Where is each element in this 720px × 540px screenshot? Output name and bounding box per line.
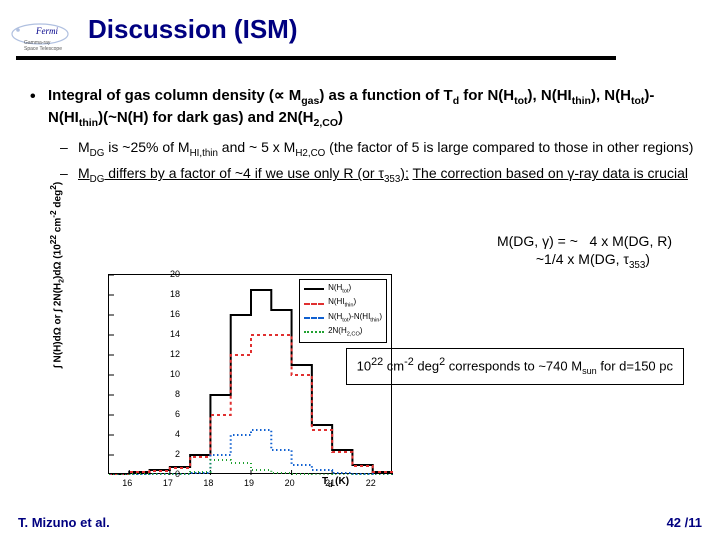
legend-row: 2N(H2,CO) — [304, 325, 382, 339]
sub-bullets: MDG is ~25% of MHI,thin and ~ 5 x MH2,CO… — [78, 138, 696, 190]
xtick-label: 21 — [325, 478, 335, 488]
mdg-equation: M(DG, γ) = ~ 4 x M(DG, R) ~1/4 x M(DG, τ… — [497, 232, 672, 273]
fermi-logo: Fermi Gamma-raySpace Telescope — [10, 8, 82, 56]
ytick-label: 12 — [92, 349, 180, 359]
ytick-label: 8 — [92, 389, 180, 399]
legend-row: N(HIthin) — [304, 296, 382, 310]
ytick-label: 4 — [92, 429, 180, 439]
xtick-label: 17 — [163, 478, 173, 488]
histogram-chart: ∫ N(H)dΩ or ∫ 2N(H2)dΩ (1022 cm-2 deg2) … — [56, 268, 416, 508]
slide-title: Discussion (ISM) — [88, 14, 297, 45]
xtick-label: 20 — [285, 478, 295, 488]
content: Integral of gas column density (∝ Mgas) … — [0, 56, 720, 190]
legend-row: N(Htot)-N(HIthin) — [304, 311, 382, 325]
bullet-sub-2: MDG differs by a factor of ~4 if we use … — [78, 164, 696, 190]
footer-author: T. Mizuno et al. — [18, 515, 110, 530]
ytick-label: 18 — [92, 289, 180, 299]
logo-text: Fermi — [36, 26, 58, 36]
xtick-label: 22 — [366, 478, 376, 488]
bullet-main: Integral of gas column density (∝ Mgas) … — [48, 86, 696, 136]
bullet-sub-1: MDG is ~25% of MHI,thin and ~ 5 x MH2,CO… — [78, 138, 696, 164]
ytick-label: 14 — [92, 329, 180, 339]
xtick-label: 18 — [203, 478, 213, 488]
y-axis-label: ∫ N(H)dΩ or ∫ 2N(H2)dΩ (1022 cm-2 deg2) — [48, 182, 65, 368]
xtick-label: 19 — [244, 478, 254, 488]
header: Fermi Gamma-raySpace Telescope Discussio… — [0, 0, 720, 56]
footer-page: 42 /11 — [667, 515, 702, 530]
note-box: 1022 cm-2 deg2 corresponds to ~740 Msun … — [346, 348, 684, 385]
xtick-label: 16 — [122, 478, 132, 488]
title-underline — [16, 56, 616, 60]
legend: N(Htot)N(HIthin)N(Htot)-N(HIthin)2N(H2,C… — [299, 279, 387, 343]
ytick-label: 6 — [92, 409, 180, 419]
logo-subtext: Gamma-raySpace Telescope — [24, 40, 62, 52]
ytick-label: 2 — [92, 449, 180, 459]
slide: Fermi Gamma-raySpace Telescope Discussio… — [0, 0, 720, 540]
ytick-label: 16 — [92, 309, 180, 319]
legend-row: N(Htot) — [304, 282, 382, 296]
ytick-label: 10 — [92, 369, 180, 379]
ytick-label: 20 — [92, 269, 180, 279]
